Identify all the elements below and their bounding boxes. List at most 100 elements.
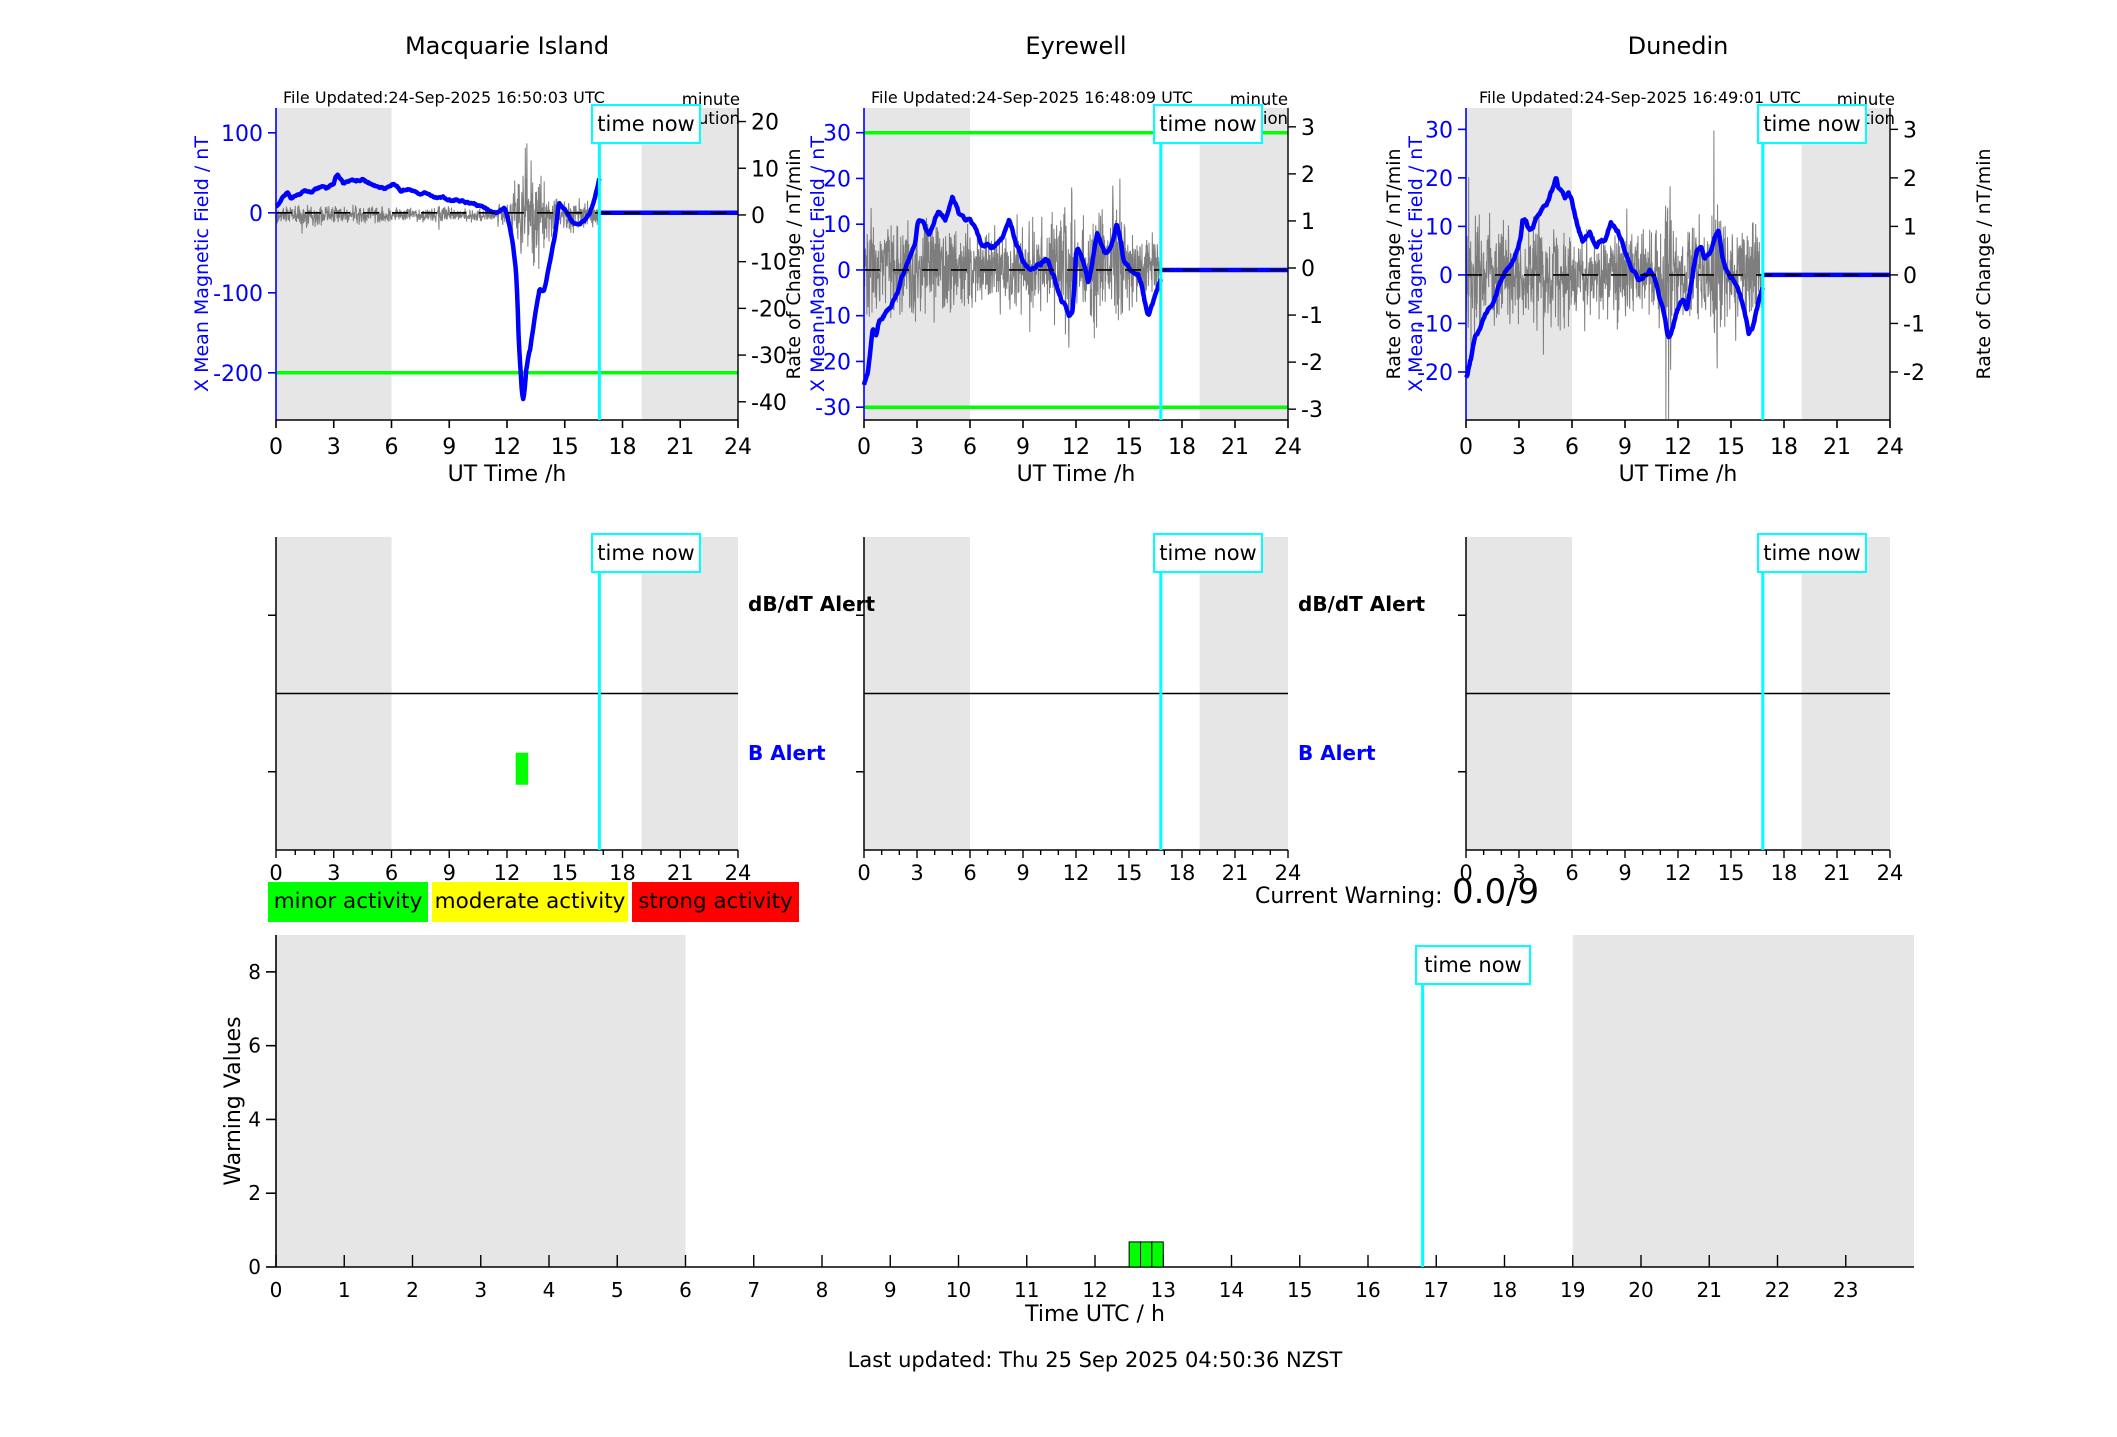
svg-text:24: 24 xyxy=(1876,435,1904,460)
svg-text:3: 3 xyxy=(474,1278,487,1302)
time-now-badge: time now xyxy=(1415,945,1531,985)
svg-text:-10: -10 xyxy=(751,251,787,276)
svg-text:2: 2 xyxy=(1301,163,1315,188)
svg-text:24: 24 xyxy=(1274,435,1302,460)
svg-text:9: 9 xyxy=(1016,435,1030,460)
svg-text:0: 0 xyxy=(1439,264,1453,289)
svg-text:21: 21 xyxy=(666,435,694,460)
svg-text:9: 9 xyxy=(443,861,456,885)
svg-text:12: 12 xyxy=(1082,1278,1107,1302)
svg-text:1: 1 xyxy=(338,1278,351,1302)
svg-text:0: 0 xyxy=(248,1255,261,1279)
svg-text:10: 10 xyxy=(823,213,851,238)
svg-text:-200: -200 xyxy=(213,362,263,387)
svg-text:3: 3 xyxy=(910,435,924,460)
svg-text:21: 21 xyxy=(1221,435,1249,460)
field-chart-macquarie-island: 0 3 6 9 12 15 18 21 241000-100-20020100-10-20-30… xyxy=(213,108,787,460)
svg-text:12: 12 xyxy=(1664,435,1692,460)
svg-text:21: 21 xyxy=(1823,435,1851,460)
page-title: Macquarie Island xyxy=(404,32,610,60)
current-warning-label: Current Warning: xyxy=(1255,884,1443,909)
svg-text:30: 30 xyxy=(823,122,851,147)
svg-text:0: 0 xyxy=(751,204,765,229)
svg-text:6: 6 xyxy=(963,861,976,885)
svg-text:3: 3 xyxy=(327,435,341,460)
svg-text:3: 3 xyxy=(1301,116,1315,141)
svg-text:12: 12 xyxy=(1063,861,1090,885)
x-axis-label-ut-time: UT Time /h xyxy=(447,462,567,487)
svg-text:2: 2 xyxy=(248,1181,261,1205)
svg-text:9: 9 xyxy=(1016,861,1029,885)
legend-item-moderate-activity: moderate activity xyxy=(432,882,628,922)
svg-text:7: 7 xyxy=(747,1278,760,1302)
time-now-badge: time now xyxy=(1153,533,1263,573)
alert-chart-eyrewell: 0 3 6 9 12 15 18 21 24 xyxy=(856,537,1301,885)
svg-text:24: 24 xyxy=(725,861,752,885)
svg-text:-2: -2 xyxy=(1301,351,1323,376)
svg-text:2: 2 xyxy=(1903,167,1917,192)
svg-text:24: 24 xyxy=(1275,861,1302,885)
svg-text:4: 4 xyxy=(543,1278,556,1302)
svg-text:24: 24 xyxy=(724,435,752,460)
b-alert-label: B Alert xyxy=(1298,741,1376,765)
svg-text:3: 3 xyxy=(910,861,923,885)
svg-text:9: 9 xyxy=(884,1278,897,1302)
svg-text:12: 12 xyxy=(1665,861,1692,885)
svg-text:15: 15 xyxy=(1116,861,1143,885)
svg-text:-1: -1 xyxy=(1301,304,1323,329)
svg-text:13: 13 xyxy=(1151,1278,1176,1302)
svg-text:19: 19 xyxy=(1560,1278,1585,1302)
warning-bar xyxy=(1128,1241,1142,1268)
svg-text:12: 12 xyxy=(494,861,521,885)
y-axis-label-rate: Rate of Change / nT/min xyxy=(1973,148,1995,380)
y-axis-label-field: X Mean Magnetic Field / nT xyxy=(807,136,829,392)
svg-text:20: 20 xyxy=(1425,167,1453,192)
svg-text:0: 0 xyxy=(269,435,283,460)
svg-text:21: 21 xyxy=(1697,1278,1722,1302)
svg-text:18: 18 xyxy=(609,861,636,885)
svg-text:-20: -20 xyxy=(751,297,787,322)
svg-text:-3: -3 xyxy=(1301,398,1323,423)
svg-text:8: 8 xyxy=(248,960,261,984)
svg-text:17: 17 xyxy=(1424,1278,1449,1302)
dbdt-alert-label: dB/dT Alert xyxy=(1298,592,1426,616)
time-now-badge: time now xyxy=(1153,104,1263,144)
page-title: Eyrewell xyxy=(1025,32,1127,60)
svg-text:18: 18 xyxy=(1770,435,1798,460)
file-updated-label: File Updated:24-Sep-2025 16:50:03 UTC xyxy=(283,88,605,107)
svg-text:12: 12 xyxy=(493,435,521,460)
svg-text:-20: -20 xyxy=(815,350,851,375)
svg-text:-2: -2 xyxy=(1903,361,1925,386)
time-now-badge: time now xyxy=(591,533,701,573)
svg-text:10: 10 xyxy=(1425,215,1453,240)
svg-text:9: 9 xyxy=(1618,861,1631,885)
current-warning-value: 0.0/9 xyxy=(1452,872,1540,912)
alert-marker xyxy=(515,752,529,785)
svg-text:18: 18 xyxy=(609,435,637,460)
svg-text:30: 30 xyxy=(1425,118,1453,143)
svg-text:1: 1 xyxy=(1903,215,1917,240)
file-updated-label: File Updated:24-Sep-2025 16:49:01 UTC xyxy=(1479,88,1801,107)
svg-text:6: 6 xyxy=(1565,435,1579,460)
y-axis-label-field: X Mean Magnetic Field / nT xyxy=(1405,136,1427,392)
page-title: Dunedin xyxy=(1627,32,1729,60)
svg-text:-30: -30 xyxy=(751,344,787,369)
svg-text:24: 24 xyxy=(1877,861,1904,885)
time-now-badge: time now xyxy=(1757,533,1867,573)
x-axis-label-ut-time: UT Time /h xyxy=(1618,462,1738,487)
svg-text:1: 1 xyxy=(1301,210,1315,235)
svg-text:6: 6 xyxy=(679,1278,692,1302)
y-axis-label-field: X Mean Magnetic Field / nT xyxy=(191,136,213,392)
x-axis-label-ut-time: UT Time /h xyxy=(1016,462,1136,487)
svg-text:18: 18 xyxy=(1492,1278,1517,1302)
svg-text:0: 0 xyxy=(1903,264,1917,289)
svg-text:20: 20 xyxy=(1628,1278,1653,1302)
warning-bar xyxy=(1140,1241,1153,1268)
svg-text:22: 22 xyxy=(1765,1278,1790,1302)
svg-text:-1: -1 xyxy=(1903,312,1925,337)
svg-text:21: 21 xyxy=(1222,861,1249,885)
